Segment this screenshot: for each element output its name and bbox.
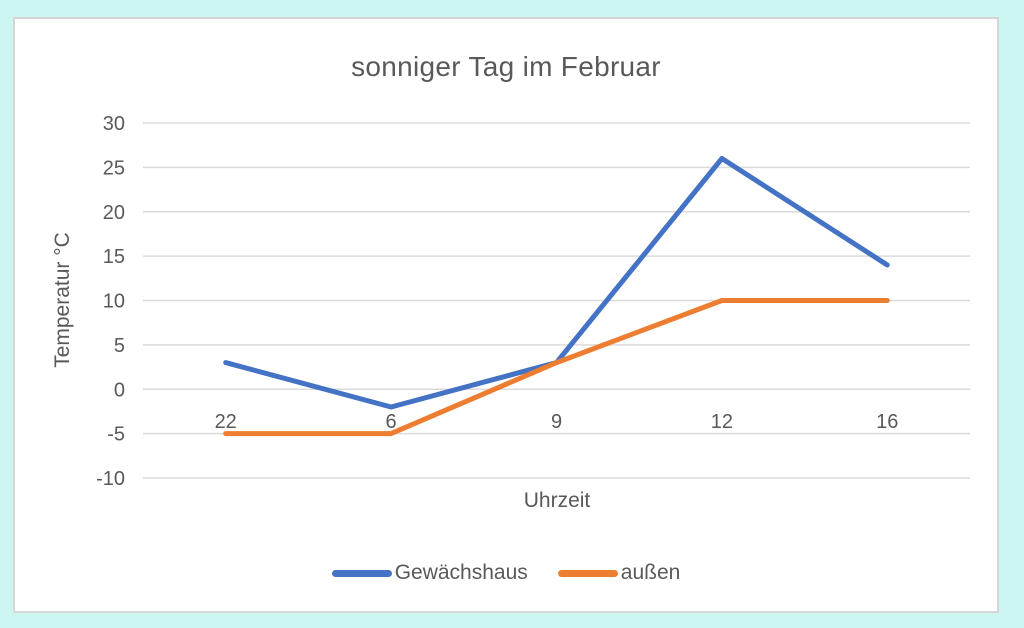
y-tick-label: -5 (107, 424, 125, 446)
legend: Gewächshaus außen (15, 558, 997, 588)
y-tick-label: 30 (103, 113, 125, 135)
series-line-0[interactable] (223, 156, 890, 410)
x-category-label: 12 (711, 411, 733, 433)
y-tick-label: 15 (103, 246, 125, 268)
x-category-label: 22 (215, 411, 237, 433)
y-tick-label: 10 (103, 291, 125, 313)
y-tick-label: 25 (103, 157, 125, 179)
legend-label: außen (620, 561, 681, 584)
y-axis-title: Temperatur °C (51, 232, 74, 368)
x-category-label: 16 (876, 411, 898, 433)
x-axis-title: Uhrzeit (523, 489, 591, 512)
legend-item-0[interactable]: Gewächshaus (331, 561, 528, 585)
x-category-label: 9 (551, 411, 562, 433)
y-tick-label: 0 (114, 379, 125, 401)
chart-title: sonniger Tag im Februar (351, 51, 661, 82)
legend-swatch-icon (331, 569, 392, 577)
legend-label: Gewächshaus (394, 561, 528, 584)
y-tick-label: -10 (96, 468, 125, 490)
series-line-1[interactable] (223, 298, 890, 437)
x-category-label: 6 (386, 411, 397, 433)
legend-swatch-icon (557, 569, 618, 577)
legend-item-1[interactable]: außen (557, 561, 681, 585)
y-tick-label: 20 (103, 202, 125, 224)
chart-area[interactable] (13, 17, 999, 613)
y-tick-label: 5 (114, 335, 125, 357)
